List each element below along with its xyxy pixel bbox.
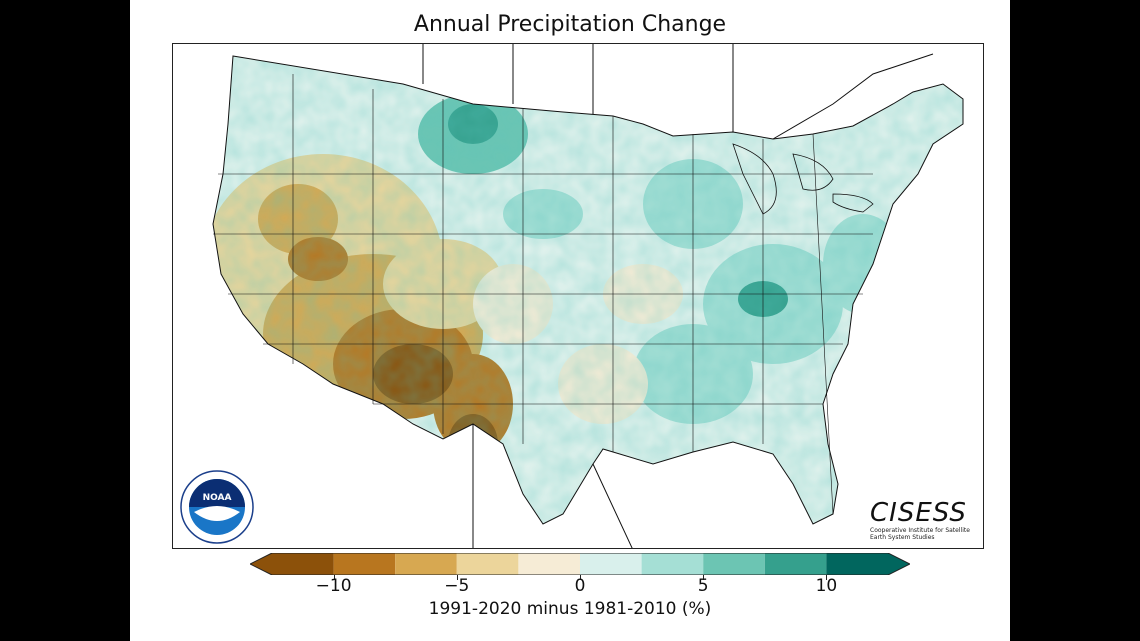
figure-panel: Annual Precipitation Change <box>130 0 1010 641</box>
colorbar-tick-label: −5 <box>444 576 470 596</box>
precip-field <box>213 56 963 524</box>
cisess-logo: CISESS Cooperative Institute for Satelli… <box>870 500 980 541</box>
colorbar-tick-mark <box>333 575 335 580</box>
colorbar-bin <box>250 553 334 575</box>
colorbar-bin <box>580 553 642 575</box>
colorbar-bin <box>641 553 704 575</box>
colorbar-bin <box>333 553 396 575</box>
cisess-brand: CISESS <box>870 498 967 528</box>
colorbar-bin <box>395 553 457 575</box>
colorbar-label: 1991-2020 minus 1981-2010 (%) <box>428 599 712 619</box>
colorbar-tick-label: 5 <box>697 576 709 596</box>
us-precipitation-map <box>172 43 984 549</box>
colorbar-tick-label: −10 <box>315 576 352 596</box>
colorbar-tick-mark <box>456 575 458 580</box>
colorbar-tick-label: 0 <box>574 576 586 596</box>
colorbar-bin <box>764 553 827 575</box>
map-svg <box>212 44 964 548</box>
colorbar-tick-label: 10 <box>815 576 838 596</box>
boundaries <box>212 44 964 548</box>
noaa-logo-icon: NOAA <box>180 470 254 544</box>
noaa-logo-text: NOAA <box>203 493 232 503</box>
colorbar <box>250 553 910 575</box>
colorbar-tick-mark <box>826 575 828 580</box>
colorbar-bin <box>703 553 765 575</box>
colorbar-bin <box>456 553 519 575</box>
colorbar-bin <box>826 553 910 575</box>
figure-title: Annual Precipitation Change <box>413 12 727 37</box>
colorbar-bin <box>518 553 580 575</box>
colorbar-tick-mark <box>580 575 581 580</box>
cisess-subtitle: Cooperative Institute for Satellite Eart… <box>870 527 970 541</box>
colorbar-tick-mark <box>703 575 705 580</box>
